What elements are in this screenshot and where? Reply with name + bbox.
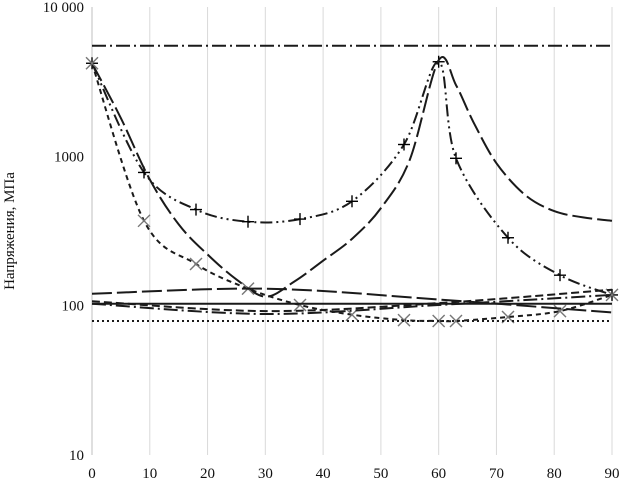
x-tick-label: 90 bbox=[605, 466, 620, 482]
x-tick-label: 80 bbox=[547, 466, 562, 482]
grid bbox=[149, 7, 613, 455]
y-axis-label: Напряжения, МПа bbox=[2, 172, 18, 290]
x-tick-label: 40 bbox=[316, 466, 331, 482]
series-line-4 bbox=[91, 62, 613, 323]
y-tick-label: 10 bbox=[69, 448, 84, 464]
data-point bbox=[293, 298, 307, 312]
y-tick-label: 1000 bbox=[54, 149, 84, 165]
series-line-6 bbox=[91, 287, 613, 314]
x-tick-label: 70 bbox=[489, 466, 504, 482]
data-point bbox=[554, 269, 566, 282]
data-point bbox=[450, 152, 462, 165]
data-point bbox=[85, 56, 99, 70]
series-line-8 bbox=[91, 293, 613, 316]
y-tick-label: 100 bbox=[62, 299, 85, 315]
series-group bbox=[85, 44, 619, 328]
data-point bbox=[137, 214, 151, 228]
data-point bbox=[449, 314, 463, 328]
series-line-3 bbox=[91, 56, 613, 298]
data-point bbox=[398, 138, 410, 151]
data-point bbox=[190, 203, 202, 216]
data-point bbox=[242, 215, 254, 228]
data-point bbox=[502, 231, 514, 244]
x-tick-label: 20 bbox=[200, 466, 215, 482]
x-tick-label: 30 bbox=[258, 466, 273, 482]
data-point bbox=[553, 304, 567, 318]
x-tick-label: 50 bbox=[373, 466, 388, 482]
y-tick-label: 10 000 bbox=[43, 0, 84, 16]
data-point bbox=[294, 213, 306, 226]
data-point bbox=[189, 257, 203, 271]
x-tick-label: 0 bbox=[88, 466, 96, 482]
x-tick-label: 60 bbox=[431, 466, 446, 482]
x-tick-label: 10 bbox=[142, 466, 157, 482]
series-line-7 bbox=[91, 288, 613, 313]
data-point bbox=[346, 195, 358, 208]
